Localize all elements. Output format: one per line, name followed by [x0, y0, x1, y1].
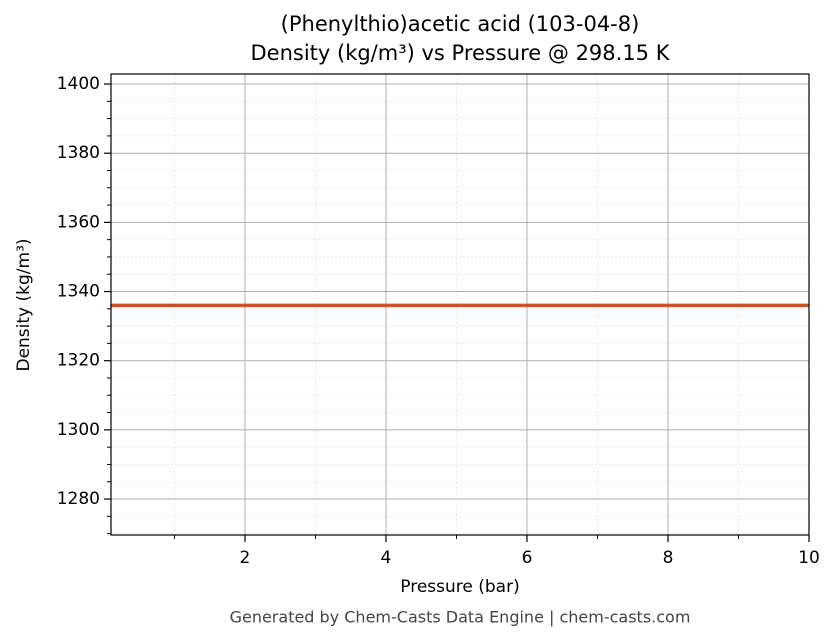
x-tick-label: 10	[798, 548, 820, 568]
y-tick-label: 1320	[57, 351, 100, 371]
y-tick-label: 1340	[57, 282, 100, 302]
x-tick-label: 6	[522, 548, 533, 568]
plot-frame	[110, 73, 810, 536]
footer: Generated by Chem-Casts Data Engine | ch…	[230, 608, 691, 627]
chart-subtitle: Density (kg/m³) vs Pressure @ 298.15 K	[250, 41, 670, 65]
chart-title: (Phenylthio)acetic acid (103-04-8)	[281, 12, 640, 36]
y-tick-label: 1280	[57, 489, 100, 509]
x-tick-label: 4	[381, 548, 392, 568]
y-tick-label: 1400	[57, 74, 100, 94]
y-tick-label: 1380	[57, 143, 100, 163]
y-axis-label: Density (kg/m³)	[14, 238, 34, 371]
x-axis-label: Pressure (bar)	[400, 577, 519, 597]
y-tick-label: 1360	[57, 212, 100, 232]
x-tick-label: 2	[240, 548, 251, 568]
x-tick-label: 8	[663, 548, 674, 568]
y-tick-label: 1300	[57, 420, 100, 440]
